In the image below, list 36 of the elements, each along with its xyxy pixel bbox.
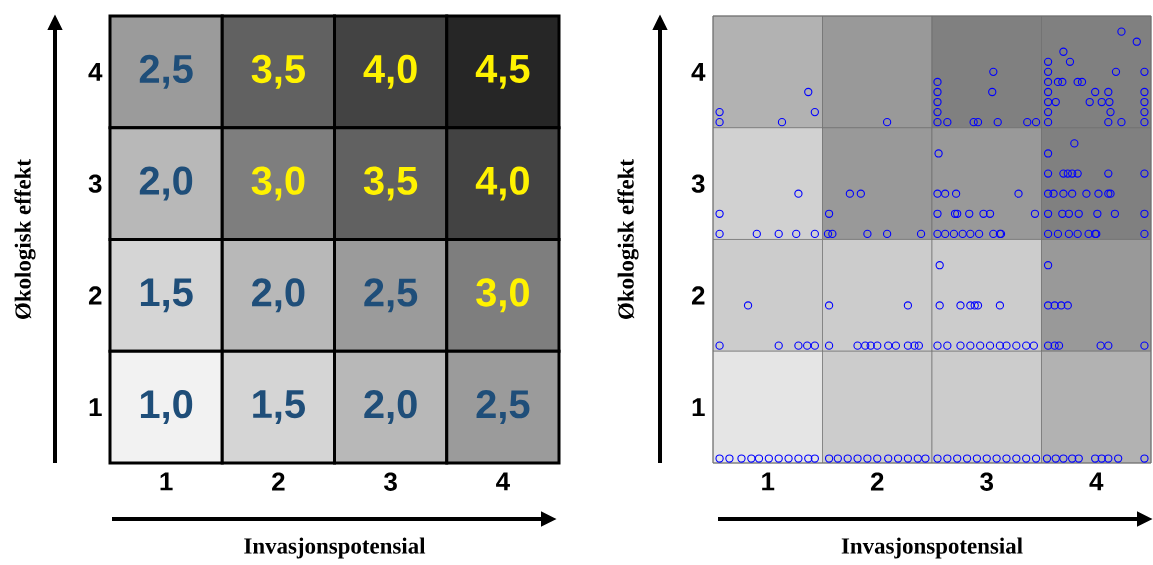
data-label: 2,0 (139, 166, 193, 201)
data-label: 2,5 (139, 54, 193, 89)
y-tick-label: 2 (88, 286, 102, 305)
data-label: 2,5 (476, 390, 530, 425)
data-label: 1,5 (140, 278, 193, 313)
x-tick-label: 1 (160, 472, 173, 491)
y-tick-label: 2 (691, 286, 705, 305)
y-tick-label: 4 (691, 62, 706, 81)
data-label: 3,0 (476, 278, 529, 313)
x-tick-label: 3 (384, 472, 397, 491)
y-tick-label: 1 (692, 398, 705, 417)
y-tick-label: 4 (88, 62, 103, 81)
x-axis-title: Invasjonspotensial (841, 537, 1023, 559)
y-tick-label: 3 (691, 174, 705, 193)
data-label: 4,0 (475, 166, 529, 201)
data-label: 2,5 (364, 278, 418, 313)
data-label: 2,0 (252, 278, 305, 313)
data-label: 3,0 (251, 166, 305, 201)
y-tick-label: 1 (89, 398, 102, 417)
data-label: 1,5 (253, 390, 305, 424)
x-tick-label: 3 (980, 472, 994, 491)
data-label: 3,5 (363, 166, 418, 201)
x-tick-label: 2 (870, 472, 884, 491)
data-label: 1,0 (140, 390, 193, 425)
y-axis-title: Økologisk effekt (14, 159, 36, 319)
data-label: 3,5 (251, 54, 305, 89)
data-label: 2,0 (364, 390, 417, 425)
x-tick-label: 1 (762, 472, 775, 491)
y-tick-label: 3 (88, 174, 102, 193)
x-tick-label: 2 (272, 472, 285, 491)
y-axis-title: Økologisk effekt (617, 159, 639, 319)
x-axis-title: Invasjonspotensial (244, 537, 426, 559)
data-label: 4,0 (363, 54, 417, 89)
x-tick-label: 4 (496, 472, 510, 491)
x-tick-label: 4 (1089, 472, 1104, 491)
data-label: 4,5 (475, 55, 530, 89)
